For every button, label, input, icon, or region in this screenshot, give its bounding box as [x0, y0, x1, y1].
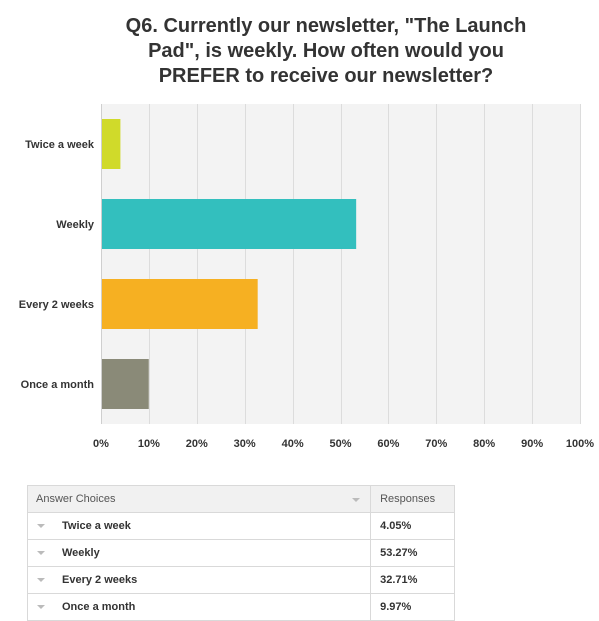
table-row: Twice a week 4.05% [26, 512, 455, 540]
x-tick-label: 80% [473, 438, 495, 450]
bar [102, 359, 149, 409]
expand-chevron-down-icon[interactable] [37, 578, 45, 583]
x-tick-label: 0% [93, 438, 109, 450]
choice-cell: Twice a week [26, 512, 372, 540]
choice-label: Every 2 weeks [62, 574, 138, 586]
choice-label: Weekly [62, 547, 100, 559]
x-tick-label: 100% [566, 438, 594, 450]
x-tick-label: 70% [425, 438, 447, 450]
y-category-label: Twice a week [25, 139, 95, 151]
answer-choices-header-label: Answer Choices [36, 493, 116, 505]
choice-label: Twice a week [62, 520, 131, 532]
responses-table: Answer Choices Responses Twice a week 4.… [26, 485, 455, 621]
response-value: 4.05% [370, 512, 455, 540]
x-tick-label: 40% [282, 438, 304, 450]
choice-cell: Weekly [26, 539, 372, 567]
response-value: 9.97% [370, 593, 455, 621]
responses-header: Responses [370, 485, 455, 513]
title-line-1: Q6. Currently our newsletter, "The Launc… [125, 15, 527, 37]
title-line-3: PREFER to receive our newsletter? [158, 65, 494, 87]
choice-cell: Every 2 weeks [26, 566, 372, 594]
chart-title: Q6. Currently our newsletter, "The Launc… [0, 14, 599, 89]
bar [102, 119, 121, 169]
y-category-label: Once a month [21, 379, 95, 391]
answer-choices-header[interactable]: Answer Choices [26, 485, 372, 513]
plot-area [101, 104, 580, 424]
x-tick-label: 30% [234, 438, 256, 450]
sort-chevron-down-icon[interactable] [352, 498, 361, 502]
expand-chevron-down-icon[interactable] [37, 551, 45, 556]
choice-cell: Once a month [26, 593, 372, 621]
x-tick-label: 20% [186, 438, 208, 450]
x-tick-label: 10% [138, 438, 160, 450]
title-line-2: Pad", is weekly. How often would you [148, 40, 504, 62]
expand-chevron-down-icon[interactable] [37, 605, 45, 610]
table-header-row: Answer Choices Responses [26, 485, 455, 513]
table-row: Once a month 9.97% [26, 593, 455, 621]
table-row: Every 2 weeks 32.71% [26, 566, 455, 594]
choice-label: Once a month [62, 601, 136, 613]
bar-chart: 0% 10% 20% 30% 40% 50% 60% 70% 80% 90% 100% Twice a… [19, 104, 594, 450]
x-tick-label: 90% [521, 438, 543, 450]
x-tick-label: 60% [377, 438, 399, 450]
expand-chevron-down-icon[interactable] [37, 524, 45, 529]
y-category-label: Every 2 weeks [19, 299, 94, 311]
bar [102, 199, 357, 249]
x-tick-label: 50% [329, 438, 351, 450]
response-value: 53.27% [370, 539, 455, 567]
response-value: 32.71% [370, 566, 455, 594]
bar [102, 279, 258, 329]
y-category-label: Weekly [56, 219, 95, 231]
table-row: Weekly 53.27% [26, 539, 455, 567]
